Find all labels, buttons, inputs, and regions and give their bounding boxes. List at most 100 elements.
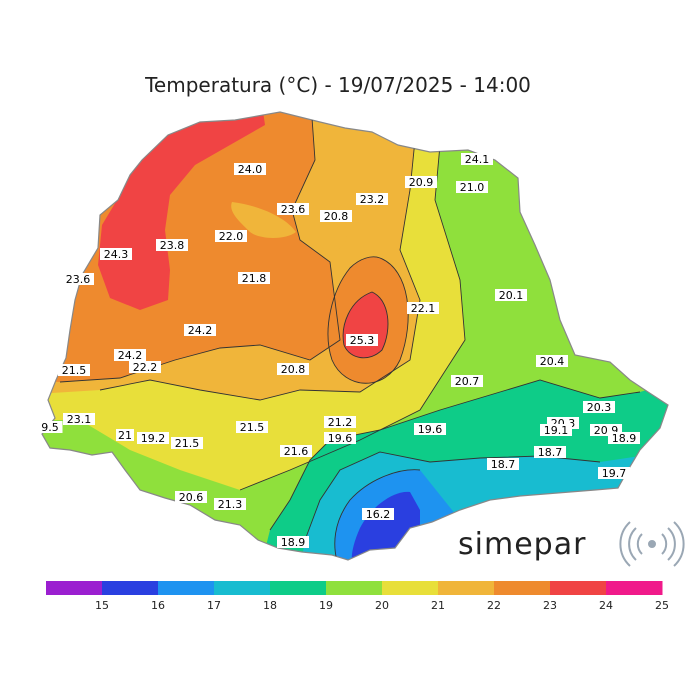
zone-22-north [318, 217, 348, 252]
station-label: 24.2 [114, 349, 146, 362]
station-value: 20.4 [540, 355, 565, 368]
station-label: 21.3 [214, 498, 246, 511]
station-value: 20.8 [281, 363, 306, 376]
color-scale-segment [214, 581, 271, 595]
station-label: 21.8 [238, 272, 270, 285]
station-label: 20.1 [495, 289, 527, 302]
station-value: 22.1 [411, 302, 436, 315]
station-value: 9.5 [41, 421, 59, 434]
station-label: 21.5 [171, 437, 203, 450]
station-label: 24.1 [461, 153, 493, 166]
color-scale-segment [606, 581, 663, 595]
zone-22-pocket [231, 202, 296, 238]
color-scale-tick-label: 24 [599, 599, 613, 612]
station-label: 22.0 [215, 230, 247, 243]
station-label: 22.1 [407, 302, 439, 315]
station-value: 18.7 [491, 458, 516, 471]
station-label: 18.7 [487, 458, 519, 471]
station-value: 24.2 [118, 349, 143, 362]
station-value: 21 [118, 429, 132, 442]
station-label: 22.2 [129, 361, 161, 374]
color-scale-segment [158, 581, 215, 595]
station-label: 19.7 [598, 467, 630, 480]
color-scale-tick-label: 16 [151, 599, 165, 612]
station-value: 20.7 [455, 375, 480, 388]
station-label: 20.4 [536, 355, 568, 368]
station-label: 16.2 [362, 508, 394, 521]
brand-name: simepar [458, 527, 586, 562]
color-scale-segment [438, 581, 495, 595]
station-label: 21 [116, 429, 134, 442]
color-scale-segment [102, 581, 159, 595]
station-label: 9.5 [37, 421, 63, 434]
color-scale-tick-label: 25 [655, 599, 669, 612]
color-scale-segment [382, 581, 439, 595]
station-label: 21.0 [456, 181, 488, 194]
color-scale-tick-label: 22 [487, 599, 501, 612]
station-label: 20.8 [277, 363, 309, 376]
station-value: 18.9 [612, 432, 637, 445]
station-label: 23.6 [62, 273, 94, 286]
station-label: 23.8 [156, 239, 188, 252]
station-label: 20.8 [320, 210, 352, 223]
color-scale-tick-label: 15 [95, 599, 109, 612]
state-outline [41, 111, 669, 561]
color-scale-bar: 15 16 17 18 19 20 21 22 23 24 25 [46, 581, 669, 612]
color-scale-tick-label: 18 [263, 599, 277, 612]
station-value: 18.7 [538, 446, 563, 459]
station-label: 24.2 [184, 324, 216, 337]
station-value: 21.5 [62, 364, 87, 377]
station-label: 19.6 [324, 432, 356, 445]
station-value: 19.7 [602, 467, 627, 480]
station-value: 25.3 [350, 334, 375, 347]
station-value: 20.6 [179, 491, 204, 504]
station-value: 19.2 [141, 432, 166, 445]
station-label: 23.2 [356, 193, 388, 206]
color-scale-tick-label: 21 [431, 599, 445, 612]
station-value: 20.1 [499, 289, 524, 302]
station-value: 24.3 [104, 248, 129, 261]
station-label: 20.6 [175, 491, 207, 504]
station-value: 19.6 [328, 432, 353, 445]
station-value: 21.6 [284, 445, 309, 458]
station-value: 21.0 [460, 181, 485, 194]
station-value: 23.6 [66, 273, 91, 286]
station-value: 23.6 [281, 203, 306, 216]
station-value: 21.8 [242, 272, 267, 285]
station-value: 20.3 [587, 401, 612, 414]
station-label: 21.5 [58, 364, 90, 377]
station-value: 21.3 [218, 498, 243, 511]
simepar-logo: simepar [458, 521, 685, 567]
map-title: Temperatura (°C) - 19/07/2025 - 14:00 [145, 73, 531, 97]
isotherm-lines [59, 112, 641, 560]
station-label: 23.1 [63, 413, 95, 426]
color-scale-tick-label: 20 [375, 599, 389, 612]
station-label: 19.1 [540, 424, 572, 437]
station-label: 19.2 [137, 432, 169, 445]
station-label: 18.7 [534, 446, 566, 459]
station-value: 21.5 [175, 437, 200, 450]
station-value: 21.2 [328, 416, 353, 429]
signal-waves-icon [619, 521, 685, 567]
station-label: 21.5 [236, 421, 268, 434]
color-scale-segment [494, 581, 551, 595]
color-scale-segment [46, 581, 103, 595]
station-value: 21.5 [240, 421, 265, 434]
station-label: 21.2 [324, 416, 356, 429]
station-label: 19.6 [414, 423, 446, 436]
station-value: 16.2 [366, 508, 391, 521]
station-value: 24.0 [238, 163, 263, 176]
station-label: 21.6 [280, 445, 312, 458]
station-value: 19.1 [544, 424, 569, 437]
station-label: 24.3 [100, 248, 132, 261]
station-label: 25.3 [346, 334, 378, 347]
color-scale-segment [270, 581, 327, 595]
station-label: 18.9 [608, 432, 640, 445]
color-scale-segment [550, 581, 607, 595]
color-scale-tick-label: 17 [207, 599, 221, 612]
station-value: 18.9 [281, 536, 306, 549]
station-label: 23.6 [277, 203, 309, 216]
station-value: 23.8 [160, 239, 185, 252]
station-label: 20.3 [583, 401, 615, 414]
